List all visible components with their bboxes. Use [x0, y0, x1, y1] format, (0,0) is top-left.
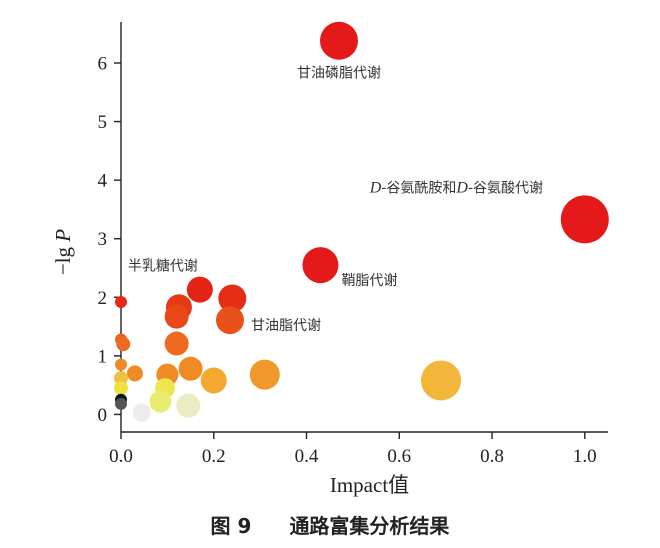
y-tick-label: 3 [98, 229, 108, 250]
x-tick-label: 0.4 [295, 446, 319, 467]
y-axis-title-prefix: −lg [51, 242, 75, 275]
data-point [164, 331, 189, 356]
annotation-segment: D [455, 179, 468, 196]
annotation-label: 甘油脂代谢 [251, 318, 321, 334]
data-point [560, 195, 609, 244]
data-point [186, 276, 213, 303]
data-point [132, 403, 151, 422]
y-tick-label: 4 [98, 171, 108, 192]
data-point [149, 390, 172, 413]
y-axis-title: −lg P [51, 229, 75, 275]
y-tick-label: 0 [98, 405, 108, 426]
data-point [200, 367, 227, 394]
x-axis-title: Impact值 [330, 473, 409, 497]
data-point [116, 337, 131, 352]
data-point [319, 21, 358, 60]
y-tick-label: 1 [98, 346, 108, 367]
axes: 0.0 0.2 0.4 0.6 0.8 1.0 0 1 2 3 4 5 6 [98, 22, 608, 467]
data-point [164, 304, 189, 329]
annotation-segment: -谷氨酸代谢 [468, 180, 543, 196]
data-point [218, 284, 247, 313]
annotation-segment: D [369, 179, 382, 196]
data-point [115, 295, 127, 308]
data-point [178, 356, 203, 381]
annotation-segment: -谷氨酰胺和 [381, 180, 456, 196]
data-points [114, 21, 609, 422]
annotation-label: 鞘脂代谢 [341, 273, 397, 289]
data-point [302, 247, 339, 284]
data-point [421, 360, 462, 401]
y-tick-label: 6 [98, 54, 108, 75]
scatter-chart: 0.0 0.2 0.4 0.6 0.8 1.0 0 1 2 3 4 5 6 甘油磷脂代谢 D-谷氨酰胺和D… [51, 21, 609, 497]
data-point [114, 381, 128, 396]
x-tick-label: 1.0 [573, 446, 597, 467]
annotation-label: 半乳糖代谢 [128, 259, 198, 275]
x-tick-label: 0.2 [202, 446, 226, 467]
data-point [126, 365, 143, 382]
figure-number: 图 9 [210, 514, 252, 538]
figure-caption: 图 9 通路富集分析结果 [0, 510, 660, 539]
data-point [115, 397, 127, 410]
data-point [215, 306, 244, 335]
data-point [114, 371, 128, 386]
data-point [115, 358, 127, 371]
annotation-label: 甘油磷脂代谢 [297, 66, 381, 82]
x-tick-label: 0.8 [480, 446, 504, 467]
y-tick-label: 2 [98, 288, 108, 309]
y-axis-title-var: P [51, 229, 75, 243]
data-point [176, 393, 201, 418]
data-point [249, 359, 280, 390]
figure-title: 通路富集分析结果 [289, 514, 450, 538]
x-tick-label: 0.0 [109, 446, 133, 467]
x-tick-label: 0.6 [387, 446, 411, 467]
annotation-label: D-谷氨酰胺和D-谷氨酸代谢 [369, 179, 543, 196]
y-tick-label: 5 [98, 112, 108, 133]
